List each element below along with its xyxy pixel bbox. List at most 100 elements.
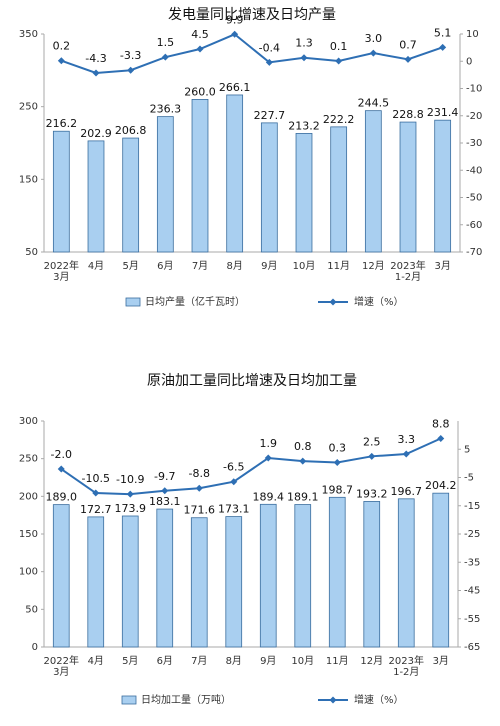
bar bbox=[121, 515, 139, 648]
legend-label: 日均产量（亿千瓦时） bbox=[145, 295, 245, 308]
bar bbox=[260, 122, 278, 253]
y2-tick-label: 5 bbox=[464, 444, 470, 455]
line-value-label: 0.2 bbox=[53, 40, 71, 53]
line-value-label: 2.5 bbox=[363, 435, 381, 448]
bar-value-label: 196.7 bbox=[391, 485, 423, 498]
line-value-label: -6.5 bbox=[223, 461, 244, 474]
bar-value-label: 204.2 bbox=[425, 479, 457, 492]
bar bbox=[295, 133, 313, 253]
line-value-label: 1.9 bbox=[260, 437, 278, 450]
y2-tick-label: -65 bbox=[464, 642, 480, 653]
x-tick-line: 10月 bbox=[291, 655, 314, 667]
x-tick-label: 8月 bbox=[226, 655, 242, 667]
y2-tick-label: -40 bbox=[466, 165, 482, 176]
line-marker bbox=[299, 457, 307, 465]
y2-tick-label: -25 bbox=[464, 529, 480, 540]
x-tick-label: 10月 bbox=[293, 260, 316, 272]
x-tick-line: 3月 bbox=[433, 655, 449, 667]
y-tick-label: 200 bbox=[19, 491, 38, 502]
line-value-label: 4.5 bbox=[191, 28, 209, 41]
x-tick-line: 7月 bbox=[192, 260, 208, 272]
line-marker bbox=[196, 45, 204, 53]
line-value-label: -10.9 bbox=[116, 473, 144, 486]
bar bbox=[363, 501, 381, 648]
bar bbox=[434, 119, 452, 253]
x-tick-line: 2023年 bbox=[389, 654, 424, 667]
line-value-label: 0.3 bbox=[329, 442, 347, 455]
bar-value-label: 171.6 bbox=[184, 504, 216, 517]
y-tick-label: 250 bbox=[19, 102, 38, 113]
line-value-label: -3.3 bbox=[120, 49, 141, 62]
legend-marker bbox=[329, 696, 337, 704]
y2-tick-label: -15 bbox=[464, 501, 480, 512]
y2-tick-label: -5 bbox=[464, 473, 474, 484]
x-tick-line: 11月 bbox=[327, 260, 350, 272]
x-tick-line: 3月 bbox=[53, 666, 69, 678]
x-tick-label: 8月 bbox=[226, 260, 242, 272]
line-value-label: -0.4 bbox=[259, 41, 280, 54]
line-marker bbox=[439, 43, 447, 51]
line-value-label: 0.8 bbox=[294, 440, 312, 453]
legend-label: 增速（%） bbox=[354, 295, 404, 308]
y2-tick-label: -20 bbox=[466, 111, 482, 122]
x-tick-line: 9月 bbox=[260, 655, 276, 667]
x-tick-label: 10月 bbox=[291, 655, 314, 667]
line-marker bbox=[127, 66, 135, 74]
legend-marker bbox=[329, 298, 337, 306]
y-tick-label: 150 bbox=[19, 174, 38, 185]
x-tick-line: 2022年 bbox=[44, 259, 79, 272]
legend-swatch bbox=[125, 297, 141, 307]
y2-tick-label: -55 bbox=[464, 614, 480, 625]
line-marker bbox=[92, 489, 100, 497]
line-marker bbox=[265, 58, 273, 66]
x-tick-line: 2022年 bbox=[44, 654, 79, 667]
bar-value-label: 213.2 bbox=[288, 119, 320, 132]
x-tick-line: 8月 bbox=[226, 260, 242, 272]
bar bbox=[191, 99, 209, 253]
chart-2: 原油加工量同比增速及日均加工量 050100150200250300-65-55… bbox=[19, 373, 480, 706]
x-tick-line: 2023年 bbox=[390, 259, 425, 272]
bar-value-label: 189.4 bbox=[253, 490, 285, 503]
line-value-label: 3.3 bbox=[398, 433, 416, 446]
line-marker bbox=[300, 54, 308, 62]
bar bbox=[52, 130, 70, 253]
y2-tick-label: -70 bbox=[466, 247, 482, 258]
x-tick-line: 10月 bbox=[293, 260, 316, 272]
x-tick-label: 9月 bbox=[260, 655, 276, 667]
line bbox=[60, 33, 443, 74]
line-marker bbox=[195, 484, 203, 492]
x-tick-label: 4月 bbox=[88, 655, 104, 667]
line-marker bbox=[126, 490, 134, 498]
x-tick-line: 6月 bbox=[157, 260, 173, 272]
bar-value-label: 189.1 bbox=[287, 491, 319, 504]
legend-label: 日均加工量（万吨） bbox=[141, 693, 231, 706]
line-marker bbox=[161, 487, 169, 495]
x-tick-line: 5月 bbox=[122, 655, 138, 667]
bar-value-label: 173.9 bbox=[115, 502, 147, 515]
y-tick-label: 50 bbox=[25, 247, 38, 258]
bar-value-label: 202.9 bbox=[80, 127, 112, 140]
y2-tick-label: -30 bbox=[466, 138, 482, 149]
x-tick-label: 5月 bbox=[122, 655, 138, 667]
line-marker bbox=[230, 478, 238, 486]
bar-value-label: 173.1 bbox=[218, 503, 250, 516]
x-tick-label: 12月 bbox=[360, 655, 383, 667]
y-tick-label: 100 bbox=[19, 567, 38, 578]
chart-title: 原油加工量同比增速及日均加工量 bbox=[147, 373, 357, 389]
x-tick-line: 5月 bbox=[122, 260, 138, 272]
line-marker bbox=[402, 450, 410, 458]
bar bbox=[330, 126, 348, 253]
line-marker bbox=[57, 465, 65, 473]
x-tick-label: 11月 bbox=[326, 655, 349, 667]
y-tick-label: 250 bbox=[19, 454, 38, 465]
x-tick-line: 9月 bbox=[261, 260, 277, 272]
line-marker bbox=[369, 49, 377, 57]
bar bbox=[122, 137, 140, 253]
line-value-label: -4.3 bbox=[85, 52, 106, 65]
bar-value-label: 231.4 bbox=[427, 106, 459, 119]
y-tick-label: 300 bbox=[19, 416, 38, 427]
bar-value-label: 198.7 bbox=[322, 483, 354, 496]
bar-value-label: 266.1 bbox=[219, 81, 251, 94]
